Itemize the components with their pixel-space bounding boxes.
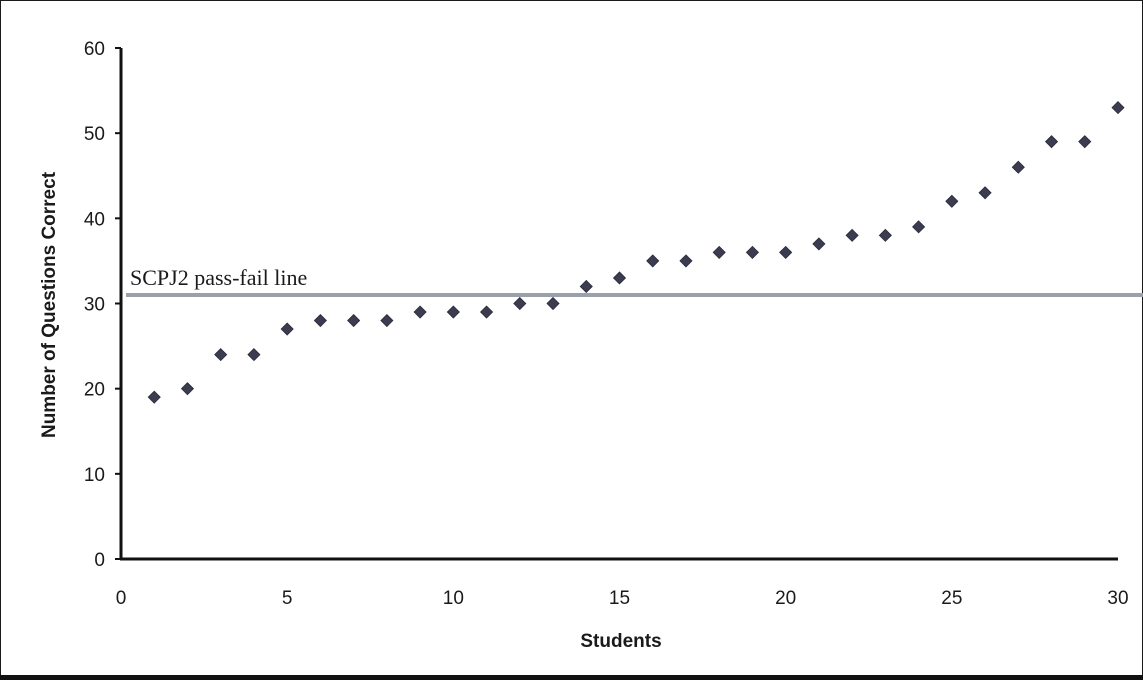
pass-fail-line-label: SCPJ2 pass-fail line xyxy=(130,265,307,290)
data-point xyxy=(679,254,693,268)
data-point xyxy=(978,186,992,200)
data-point xyxy=(579,279,593,294)
y-axis-title: Number of Questions Correct xyxy=(39,171,60,438)
y-tick-label: 20 xyxy=(84,380,105,401)
data-point xyxy=(745,245,759,259)
data-point xyxy=(214,348,228,362)
data-point xyxy=(1011,160,1025,174)
y-tick-label: 50 xyxy=(84,124,105,145)
data-point xyxy=(612,271,627,285)
x-tick-label: 30 xyxy=(1107,588,1128,609)
data-point xyxy=(513,296,527,311)
data-point xyxy=(912,220,926,234)
x-tick-label: 15 xyxy=(609,588,630,609)
data-point xyxy=(247,348,261,362)
data-point xyxy=(347,313,361,328)
data-point xyxy=(480,305,494,319)
data-point xyxy=(413,305,427,319)
data-point xyxy=(1078,135,1092,149)
data-point xyxy=(280,322,294,336)
data-points xyxy=(147,101,1125,404)
data-point xyxy=(546,296,560,311)
data-point xyxy=(845,228,859,242)
x-tick-label: 20 xyxy=(775,588,796,609)
data-point xyxy=(180,382,195,396)
data-point xyxy=(878,228,892,242)
x-tick-label: 25 xyxy=(941,588,962,609)
data-point xyxy=(313,313,327,328)
data-point xyxy=(147,390,161,404)
y-tick-label: 40 xyxy=(84,209,105,230)
axes xyxy=(119,48,1118,561)
y-tick-label: 60 xyxy=(84,39,105,60)
data-point xyxy=(812,237,826,251)
frame-bottom-edge xyxy=(0,675,1143,680)
y-tick-label: 30 xyxy=(84,295,105,316)
x-tick-label: 10 xyxy=(443,588,464,609)
data-point xyxy=(646,254,660,268)
data-point xyxy=(779,245,793,259)
data-point xyxy=(712,245,726,259)
y-tick-label: 10 xyxy=(84,465,105,486)
x-tick-label: 5 xyxy=(282,588,293,609)
data-point xyxy=(1044,135,1059,149)
data-point xyxy=(380,313,394,328)
data-point xyxy=(945,194,959,208)
x-tick-label: 0 xyxy=(116,588,127,609)
y-tick-label: 0 xyxy=(94,550,105,571)
x-axis-title: Students xyxy=(580,631,661,652)
data-point xyxy=(446,305,460,319)
data-point xyxy=(1111,101,1125,115)
ticks: 0 10 20 30 40 50 60 0 5 10 15 20 25 30 xyxy=(84,39,1129,609)
